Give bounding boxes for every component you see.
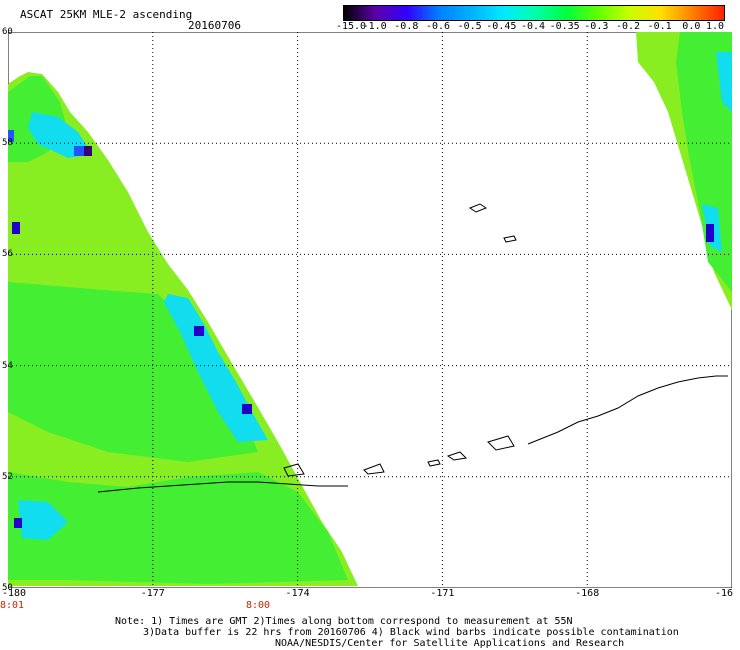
longitude-label: -177 xyxy=(140,588,165,599)
coastline-islands-2 xyxy=(446,451,468,461)
coastline-islands-5 xyxy=(283,463,305,477)
longitude-label: -16 xyxy=(714,588,734,599)
note-line-1: Note: 1) Times are GMT 2)Times along bot… xyxy=(115,616,573,627)
left-swath-blue-6 xyxy=(14,518,22,528)
graticule xyxy=(8,32,732,588)
swath-map xyxy=(8,32,732,588)
right-swath-cyan xyxy=(716,52,732,112)
left-swath-blue-2 xyxy=(194,326,204,336)
longitude-label: -168 xyxy=(575,588,600,599)
colorbar-tick-label: 1.0 xyxy=(705,21,725,32)
colorbar-tick-label: -0.45 xyxy=(486,21,517,32)
coastline-islands-1 xyxy=(427,459,441,467)
coastline-west-chain xyxy=(97,481,348,493)
coastline-islands-3 xyxy=(487,435,515,451)
left-swath-blue-4 xyxy=(8,130,14,142)
coastline-east xyxy=(527,375,728,445)
latitude-label: 60 xyxy=(2,27,13,37)
left-swath xyxy=(8,72,358,586)
coastline-pribilof-1 xyxy=(468,203,488,213)
credit-line: NOAA/NESDIS/Center for Satellite Applica… xyxy=(275,638,625,649)
aleutian-coastline xyxy=(97,203,728,493)
colorbar-tick-label: -15.0 xyxy=(335,21,367,32)
time-label-mid: 8:00 xyxy=(245,600,271,611)
latitude-label: 52 xyxy=(2,471,13,482)
latitude-label: 58 xyxy=(2,138,13,149)
coastline-islands-4 xyxy=(363,463,385,475)
colorbar-tick-label: -0.4 xyxy=(520,21,546,32)
colorbar-tick-label: -0.8 xyxy=(394,21,419,32)
latitude-label: 56 xyxy=(2,249,13,260)
latitude-label: 54 xyxy=(2,360,13,371)
colorbar-tick-labels: -15.0 -1.0 -0.8 -0.6 -0.5 -0.45 -0.4 -0.35 -0.3-… xyxy=(336,21,725,35)
longitude-label: -174 xyxy=(285,588,310,599)
colorbar-tick-label: -0.5 xyxy=(457,21,482,32)
coastline-pribilof-2 xyxy=(503,235,517,243)
colorbar-tick-label: -1.0 xyxy=(362,21,387,32)
product-title: ASCAT 25KM MLE-2 ascending xyxy=(20,8,193,21)
left-swath-purple-1 xyxy=(84,146,92,156)
product-date: 20160706 xyxy=(188,19,241,32)
right-swath-blue xyxy=(706,224,714,242)
colorbar-tick-label: -0.2 xyxy=(615,21,641,32)
note-line-2: 3)Data buffer is 22 hrs from 20160706 4)… xyxy=(143,627,679,638)
left-swath-blue-1 xyxy=(74,146,84,156)
colorbar xyxy=(343,5,725,21)
colorbar-tick-label: -0.3 xyxy=(584,21,609,32)
left-swath-cyan-lower xyxy=(18,500,68,540)
latitude-label: 50 xyxy=(2,583,13,593)
left-swath-blue-3 xyxy=(242,404,252,414)
left-swath-green-bottom xyxy=(8,472,348,584)
right-swath xyxy=(636,32,732,310)
left-swath-blue-5 xyxy=(12,222,20,234)
colorbar-tick-label: 0.0 xyxy=(682,21,701,32)
time-label-left: 8:01 xyxy=(0,600,25,611)
longitude-label: -171 xyxy=(430,588,455,599)
colorbar-tick-label: -0.35 xyxy=(549,21,580,32)
colorbar-tick-label: -0.6 xyxy=(425,21,451,32)
left-swath-green-middle xyxy=(8,282,258,462)
colorbar-tick-label: -0.1 xyxy=(647,21,672,32)
longitude-label: -180 xyxy=(1,588,27,599)
